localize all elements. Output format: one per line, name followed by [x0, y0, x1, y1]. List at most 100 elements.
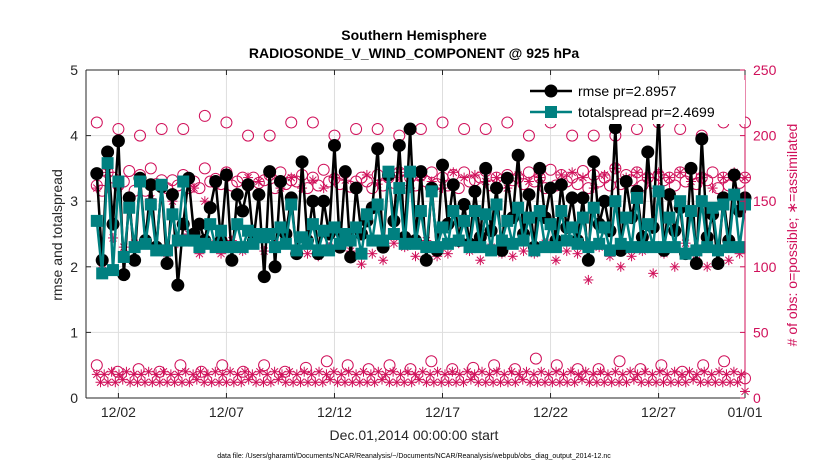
spread-point [603, 244, 616, 257]
obs-possible-marker [90, 116, 103, 129]
obs-possible-marker [425, 355, 438, 368]
obs-assimilated-marker [110, 377, 121, 388]
spread-point [479, 208, 492, 221]
spread-point [371, 198, 384, 211]
spread-point [155, 178, 168, 191]
obs-assimilated-marker [365, 369, 376, 380]
spread-point [404, 165, 417, 178]
obs-assimilated-marker [675, 167, 686, 178]
obs-assimilated-marker [728, 366, 739, 377]
obs-assimilated-marker [191, 374, 202, 385]
spread-point [539, 241, 552, 254]
spread-point [533, 205, 546, 218]
obs-assimilated-marker [606, 377, 617, 388]
obs-possible-marker [522, 129, 535, 142]
obs-assimilated-marker [551, 366, 562, 377]
obs-assimilated-marker [151, 369, 162, 380]
obs-assimilated-marker [617, 369, 628, 380]
obs-assimilated-marker [714, 366, 725, 377]
obs-assimilated-marker [351, 369, 362, 380]
spread-point [387, 228, 400, 240]
obs-assimilated-marker [414, 374, 425, 385]
obs-assimilated-marker [573, 369, 584, 380]
spread-point [436, 221, 449, 234]
rmse-point [371, 142, 385, 156]
spread-point [522, 211, 535, 224]
legend-rmse-label: rmse pr=2.8957 [578, 83, 677, 99]
obs-assimilated-marker [615, 261, 626, 272]
y-axis-left-label: rmse and totalspread [49, 169, 65, 301]
rmse-point [419, 253, 433, 267]
obs-assimilated-marker [699, 366, 710, 377]
obs-assimilated-marker [442, 248, 453, 259]
rmse-point [436, 158, 450, 172]
rmse-point [327, 138, 341, 152]
rmse-point [263, 165, 277, 179]
obs-assimilated-marker [388, 366, 399, 377]
obs-possible-marker [609, 162, 622, 175]
rmse-point [662, 188, 676, 202]
rmse-point [241, 178, 255, 192]
spread-point [636, 241, 649, 254]
rmse-point [533, 161, 547, 175]
spread-point [679, 247, 692, 260]
spread-point [279, 237, 292, 250]
obs-assimilated-marker [621, 377, 632, 388]
obs-assimilated-marker [518, 246, 529, 257]
x-tick-label: 12/07 [209, 404, 244, 420]
obs-assimilated-marker [302, 248, 313, 259]
obs-assimilated-marker [691, 369, 702, 380]
y-tick-right-label: 100 [753, 259, 777, 275]
spread-point [571, 237, 584, 250]
spread-point [96, 267, 109, 280]
spread-point [441, 237, 454, 250]
rmse-point [587, 155, 601, 169]
spread-point [722, 241, 735, 254]
spread-point [625, 241, 638, 254]
obs-assimilated-marker [725, 377, 736, 388]
spread-point [177, 175, 190, 188]
obs-assimilated-marker [583, 274, 594, 285]
obs-assimilated-marker [269, 366, 280, 377]
rmse-point [338, 165, 352, 179]
rmse-point [619, 175, 633, 189]
spread-point [263, 228, 276, 240]
spread-point [517, 234, 530, 247]
spread-point [641, 218, 654, 231]
obs-assimilated-marker [180, 366, 191, 377]
obs-assimilated-marker [664, 172, 675, 183]
spread-point [609, 195, 622, 208]
spread-point [690, 244, 703, 257]
spread-point [544, 218, 557, 231]
y-tick-left-label: 1 [70, 324, 78, 340]
x-tick-label: 01/01 [727, 404, 762, 420]
spread-point [333, 237, 346, 250]
rmse-point [711, 257, 725, 271]
spread-point [717, 198, 730, 211]
spread-point [587, 201, 600, 214]
obs-assimilated-marker [643, 377, 654, 388]
obs-possible-marker [371, 123, 384, 136]
spread-point [582, 241, 595, 254]
spread-point [161, 244, 174, 257]
obs-assimilated-marker [525, 377, 536, 388]
obs-possible-marker [571, 178, 584, 191]
spread-point [425, 185, 438, 198]
spread-point [317, 224, 330, 237]
spread-point [285, 198, 298, 211]
spread-point [328, 221, 341, 234]
obs-assimilated-marker [443, 377, 454, 388]
obs-possible-marker [529, 352, 542, 365]
obs-assimilated-marker [642, 172, 653, 183]
spread-point [463, 241, 476, 254]
rmse-point [306, 194, 320, 208]
spread-point [468, 205, 481, 218]
obs-assimilated-marker [158, 366, 169, 377]
rmse-point [689, 257, 703, 271]
obs-assimilated-marker [291, 369, 302, 380]
spread-point [247, 237, 260, 250]
spread-point [366, 234, 379, 247]
obs-assimilated-marker [673, 377, 684, 388]
spread-point [549, 241, 562, 254]
